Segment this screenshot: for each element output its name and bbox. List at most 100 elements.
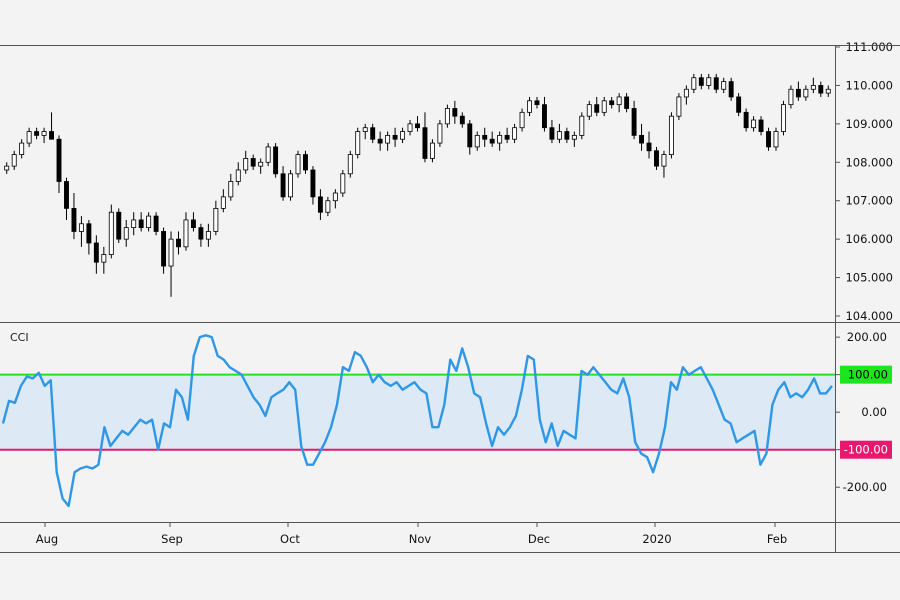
candle-body (512, 127, 518, 140)
candle-body (19, 142, 25, 155)
candle (123, 219, 129, 247)
candle-body (624, 96, 630, 109)
candle-body (444, 108, 450, 125)
candle (153, 212, 159, 236)
candle-body (26, 131, 32, 144)
candle (235, 162, 241, 186)
candle (452, 100, 458, 124)
candle-body (818, 85, 824, 94)
candle-body (631, 108, 637, 136)
candle-body (706, 77, 712, 86)
candle-body (564, 131, 570, 140)
candle (512, 123, 518, 144)
candle (549, 120, 555, 144)
candle-body (474, 134, 480, 148)
candle-body (49, 131, 54, 140)
candle-body (556, 131, 562, 140)
candle (713, 73, 719, 94)
candle-body (176, 238, 181, 248)
candle (183, 212, 189, 251)
candle (497, 131, 503, 151)
candle (400, 127, 406, 144)
candle (571, 131, 577, 147)
candle-body (713, 77, 719, 90)
candle-body (392, 134, 398, 140)
candle-body (751, 119, 757, 129)
candle (474, 131, 480, 151)
candle-body (691, 77, 697, 90)
candle (19, 139, 25, 159)
candle-body (146, 215, 152, 229)
candle-body (609, 100, 615, 106)
candle-body (34, 131, 40, 136)
candle-body (571, 134, 577, 140)
candle-body (220, 196, 226, 209)
candle-body (467, 123, 473, 148)
candle (4, 162, 10, 174)
candle (108, 204, 114, 259)
candle (646, 131, 652, 159)
candle (250, 154, 256, 170)
candle-body (654, 150, 659, 167)
candle (444, 104, 450, 128)
candle-body (400, 131, 406, 140)
candle-body (616, 96, 622, 106)
time-tick-label: Nov (409, 532, 432, 546)
price-tick-label: 110.000 (845, 78, 893, 92)
candle (683, 85, 689, 105)
candle (624, 93, 630, 113)
candle (273, 143, 279, 178)
candle-body (489, 138, 495, 144)
candle (534, 96, 540, 109)
cci-series-line (1, 334, 833, 508)
candle-body (497, 134, 503, 144)
candle (198, 223, 204, 247)
candle-body (183, 219, 189, 248)
candle (459, 112, 465, 128)
candle (825, 85, 831, 97)
cci-level-label: 100.00 (848, 368, 888, 382)
candle-body (243, 158, 249, 171)
candle (190, 212, 196, 232)
candle (78, 216, 84, 247)
candle-body (736, 96, 742, 113)
candle (101, 246, 107, 274)
price-tick-label: 108.000 (845, 155, 893, 169)
candle-body (235, 169, 241, 182)
candle (370, 123, 376, 144)
candle-body (123, 227, 129, 240)
candle-body (781, 104, 786, 132)
candle-body (340, 173, 346, 194)
time-axis: Aug Sep Oct Nov Dec 2020 Feb (36, 522, 787, 546)
candle (542, 96, 547, 132)
candle (429, 139, 435, 163)
candle-body (542, 104, 547, 129)
candle-body (108, 211, 114, 255)
candle-body (258, 161, 264, 167)
candle-body (138, 219, 144, 229)
candle (803, 85, 809, 101)
candle (310, 166, 316, 205)
time-tick-label: Feb (767, 532, 787, 546)
candle (243, 150, 249, 174)
candle-body (11, 154, 17, 167)
candle (131, 212, 137, 236)
candle (265, 143, 271, 167)
candle (325, 196, 331, 217)
cci-level-badge (840, 440, 892, 459)
candle-body (355, 131, 361, 156)
candle (758, 116, 764, 136)
candle-body (205, 231, 211, 240)
candle (146, 212, 152, 232)
candle (482, 127, 488, 147)
price-axis: 111.000 110.000 109.000 108.000 107.000 106.0… (835, 40, 893, 323)
candle (362, 123, 368, 140)
candle-body (168, 238, 174, 267)
candle (303, 150, 308, 174)
candle-body (153, 215, 159, 232)
candle-body (377, 138, 383, 144)
candle-body (161, 231, 167, 267)
candle (93, 235, 99, 274)
candle-body (437, 123, 443, 144)
candle-body (586, 104, 592, 117)
